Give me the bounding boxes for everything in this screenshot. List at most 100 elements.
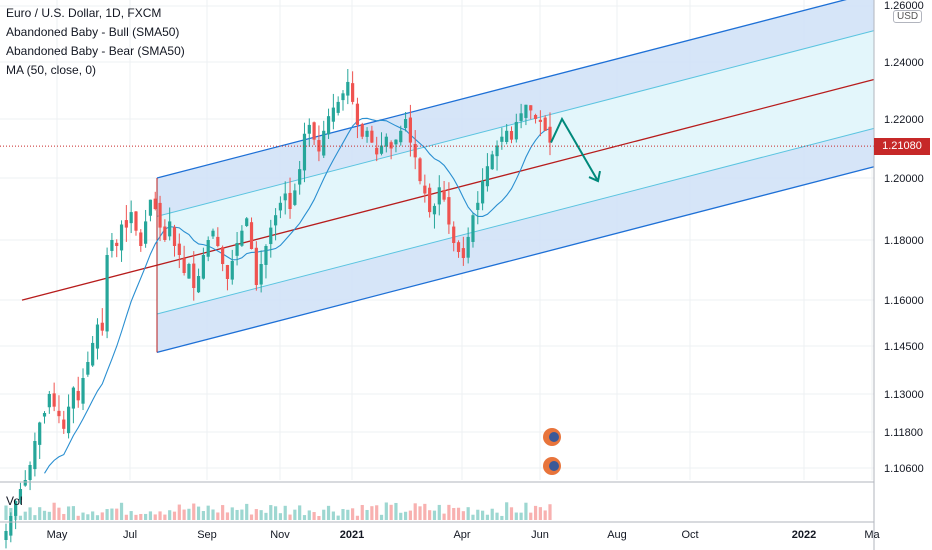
candle-body: [529, 105, 533, 111]
candle-body: [389, 142, 393, 149]
volume-bar: [375, 505, 379, 520]
volume-bar: [514, 512, 518, 520]
candle-body: [33, 441, 37, 470]
currency-label[interactable]: USD: [893, 10, 923, 23]
candle-body: [423, 185, 427, 194]
candle-body: [95, 324, 100, 349]
volume-bar: [326, 505, 331, 520]
candle-body: [273, 215, 278, 226]
time-tick-label: Nov: [270, 529, 290, 541]
candle-body: [346, 81, 350, 96]
candle-body: [360, 124, 364, 137]
candle-body: [331, 107, 335, 122]
volume-bar: [456, 507, 461, 520]
candle-body: [148, 199, 153, 216]
volume-bar: [153, 514, 157, 520]
candle-body: [42, 413, 47, 417]
volume-bar: [71, 506, 75, 520]
candle-body: [86, 362, 90, 375]
candle-body: [38, 422, 42, 445]
candle-body: [62, 419, 66, 429]
candle-body: [293, 190, 297, 205]
volume-bar: [399, 512, 403, 520]
time-axis[interactable]: May Jul Sep Nov 2021 Apr Jun Aug Oct 2022 Ma: [0, 521, 881, 541]
symbol-title[interactable]: Euro / U.S. Dollar, 1D, FXCM: [6, 6, 162, 20]
price-tick-label: 1.10600: [884, 463, 924, 475]
volume-bar: [192, 503, 196, 520]
volume-bar: [466, 507, 470, 520]
candle-body: [52, 393, 56, 407]
volume-bar: [124, 514, 128, 520]
volume-bar: [351, 508, 355, 520]
candle-body: [163, 226, 167, 240]
volume-bar: [543, 510, 547, 520]
volume-bar: [481, 510, 485, 520]
volume-bars: [0, 481, 874, 520]
candle-body: [144, 221, 148, 244]
candle-body: [182, 258, 186, 273]
candle-body: [216, 236, 220, 246]
indicator-bear-label[interactable]: Abandoned Baby - Bear (SMA50): [6, 44, 185, 58]
volume-bar: [298, 505, 302, 520]
volume-bar: [442, 513, 446, 520]
candle-body: [302, 133, 307, 171]
indicator-ma-label[interactable]: MA (50, close, 0): [6, 63, 97, 77]
ma-line: [44, 117, 551, 474]
volume-bar: [452, 507, 456, 520]
candle-body: [110, 240, 114, 251]
candle-body: [481, 181, 485, 204]
candle-body: [336, 101, 340, 113]
volume-bar: [182, 509, 186, 520]
volume-bar: [86, 514, 90, 520]
volume-bar: [500, 515, 504, 520]
logo-flag-top: [549, 432, 559, 442]
volume-bar: [38, 507, 42, 520]
price-axis[interactable]: 1.24000 1.22000 1.20000 1.18000 1.16000 1.145…: [873, 0, 924, 550]
candle-body: [370, 130, 374, 143]
time-tick-label: Sep: [197, 529, 217, 541]
volume-bar: [331, 511, 335, 520]
projection-path: [550, 116, 599, 182]
volume-bar: [18, 515, 23, 520]
volume-bar: [355, 515, 360, 520]
volume-bar: [394, 502, 398, 520]
volume-bar: [158, 511, 162, 520]
price-tick-label: 1.18000: [884, 235, 924, 247]
candle-body: [76, 390, 80, 401]
time-tick-label: Aug: [607, 529, 627, 541]
volume-bar: [240, 509, 244, 520]
candle-body: [254, 247, 258, 285]
candle-body: [538, 119, 542, 122]
volume-bar: [418, 506, 422, 520]
time-tick-label: 2021: [340, 529, 364, 541]
volume-bar: [495, 512, 499, 520]
volume-bar: [264, 512, 268, 520]
volume-bar: [100, 512, 104, 520]
volume-bar: [302, 515, 307, 520]
projection-arrow[interactable]: [550, 116, 601, 183]
candle-body: [134, 211, 138, 231]
volume-bar: [163, 514, 167, 520]
regression-channel[interactable]: [21, 0, 875, 354]
candle-body: [533, 115, 538, 119]
volume-bar: [81, 512, 85, 520]
candle-body: [23, 480, 27, 486]
candle-body: [471, 215, 475, 242]
volume-bar: [225, 512, 230, 520]
channel-inner-lower-line: [156, 127, 875, 315]
candle-body: [28, 465, 32, 481]
candle-body: [153, 198, 157, 209]
indicator-bull-label[interactable]: Abandoned Baby - Bull (SMA50): [6, 25, 180, 39]
candle-body: [196, 276, 201, 293]
candle-body: [71, 387, 75, 409]
candle-body: [100, 322, 104, 331]
candle-body: [18, 489, 23, 500]
candle-body: [201, 255, 205, 279]
volume-bar: [62, 513, 66, 520]
candle-body: [519, 113, 523, 121]
candle-body: [379, 145, 384, 154]
candle-body: [428, 187, 432, 213]
volume-bar: [211, 509, 215, 520]
volume-bar: [437, 504, 441, 520]
